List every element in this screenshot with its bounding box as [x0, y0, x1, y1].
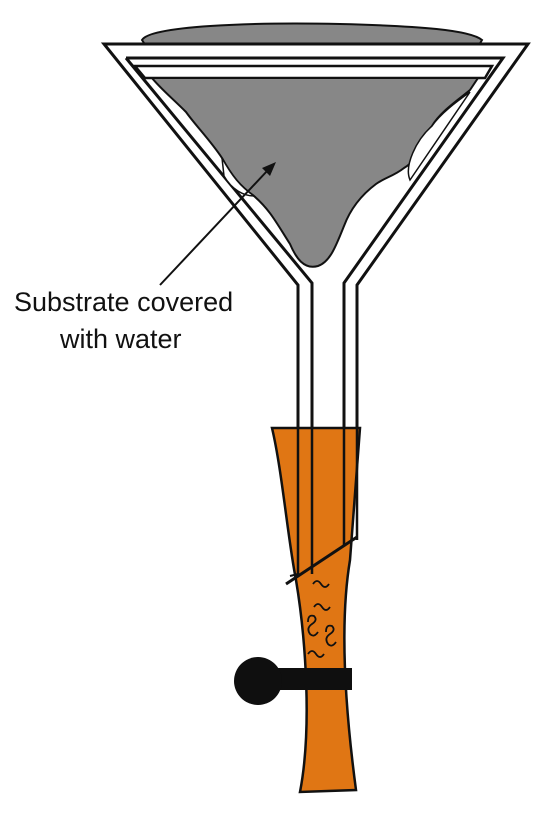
label-line-2: with water: [59, 324, 182, 354]
pinch-clamp-icon: [234, 657, 352, 705]
substrate-gap-right: [407, 91, 471, 182]
clamp-knob: [234, 657, 282, 705]
larvae-icon: [307, 580, 337, 658]
stem-cut-end: [285, 535, 358, 586]
label-arrow: [159, 162, 276, 286]
funnel-rim: [132, 64, 495, 80]
arrow-head: [262, 162, 276, 176]
arrow-shaft: [159, 169, 269, 286]
rubber-tube: [270, 426, 362, 794]
label-line-1: Substrate covered: [14, 287, 233, 317]
funnel-inner-wall: [124, 56, 506, 430]
funnel-stem-in-tube: [285, 428, 359, 586]
substrate-gap-left: [221, 157, 257, 197]
